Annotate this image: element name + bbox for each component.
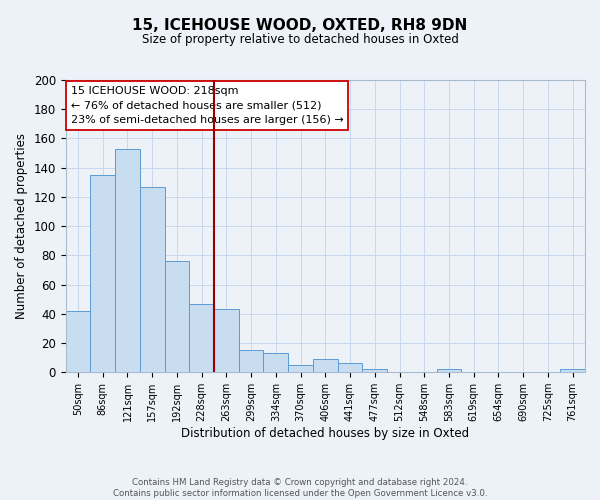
Bar xyxy=(560,370,585,372)
Bar xyxy=(239,350,263,372)
Bar xyxy=(190,304,214,372)
Text: 15, ICEHOUSE WOOD, OXTED, RH8 9DN: 15, ICEHOUSE WOOD, OXTED, RH8 9DN xyxy=(133,18,467,32)
Bar xyxy=(140,186,164,372)
Bar xyxy=(288,365,313,372)
Bar xyxy=(65,311,91,372)
Text: 15 ICEHOUSE WOOD: 218sqm
← 76% of detached houses are smaller (512)
23% of semi-: 15 ICEHOUSE WOOD: 218sqm ← 76% of detach… xyxy=(71,86,344,126)
Bar xyxy=(164,261,190,372)
Bar xyxy=(362,370,387,372)
Y-axis label: Number of detached properties: Number of detached properties xyxy=(15,133,28,319)
Bar xyxy=(263,353,288,372)
Bar xyxy=(313,359,338,372)
Bar xyxy=(115,148,140,372)
Bar xyxy=(214,310,239,372)
Text: Size of property relative to detached houses in Oxted: Size of property relative to detached ho… xyxy=(142,32,458,46)
Text: Contains HM Land Registry data © Crown copyright and database right 2024.
Contai: Contains HM Land Registry data © Crown c… xyxy=(113,478,487,498)
X-axis label: Distribution of detached houses by size in Oxted: Distribution of detached houses by size … xyxy=(181,427,469,440)
Bar xyxy=(338,364,362,372)
Bar xyxy=(437,370,461,372)
Bar xyxy=(91,175,115,372)
